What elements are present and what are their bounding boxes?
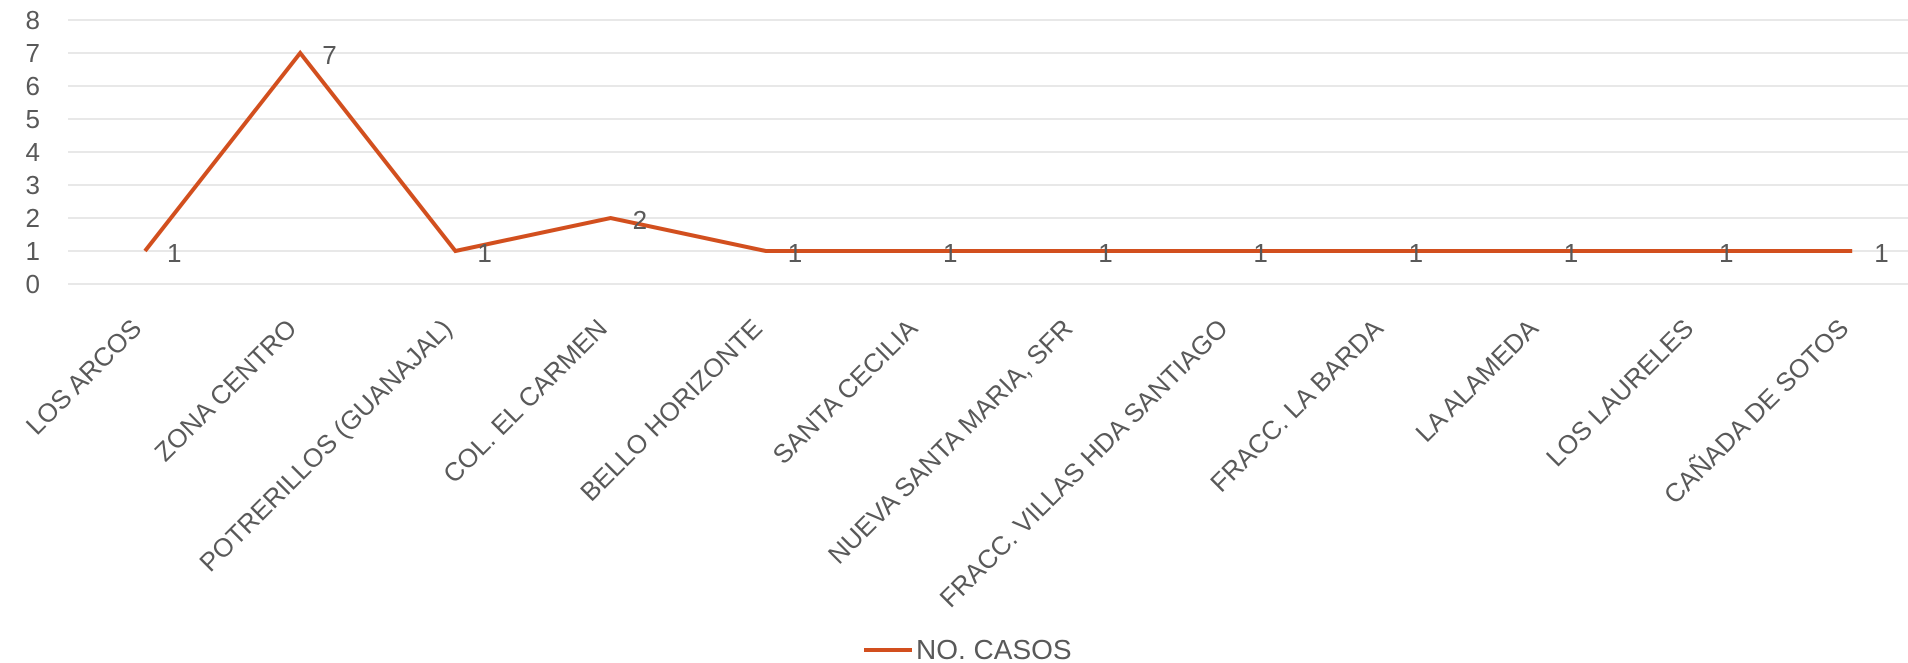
x-tick-label: LOS ARCOS bbox=[20, 313, 147, 440]
y-tick-label: 6 bbox=[26, 71, 40, 101]
series-layer: 1 7 1 2 1 1 1 1 1 1 1 1 bbox=[143, 40, 1889, 268]
x-tick-label: FRACC. LA BARDA bbox=[1204, 313, 1389, 498]
x-tick-label: NUEVA SANTA MARIA, SFR bbox=[822, 313, 1079, 570]
y-tick-label: 3 bbox=[26, 170, 40, 200]
legend-label: NO. CASOS bbox=[916, 634, 1072, 663]
x-tick-label: FRACC. VILLAS HDA SANTIAGO bbox=[934, 313, 1234, 613]
x-tick-label: LA ALAMEDA bbox=[1409, 313, 1544, 448]
legend: NO. CASOS bbox=[864, 634, 1072, 663]
data-label: 1 bbox=[167, 238, 181, 268]
data-label: 1 bbox=[1098, 238, 1112, 268]
data-label: 1 bbox=[1564, 238, 1578, 268]
data-label: 1 bbox=[1409, 238, 1423, 268]
data-label: 1 bbox=[1874, 238, 1888, 268]
x-tick-label: POTRERILLOS (GUANAJAL) bbox=[193, 313, 457, 577]
x-tick-label: LOS LAURELES bbox=[1540, 313, 1699, 472]
data-label: 1 bbox=[1253, 238, 1267, 268]
series-line bbox=[143, 49, 1853, 254]
y-tick-label: 5 bbox=[26, 104, 40, 134]
y-tick-label: 1 bbox=[26, 236, 40, 266]
data-label: 1 bbox=[943, 238, 957, 268]
gridlines bbox=[68, 19, 1908, 285]
x-tick-label: COL. EL CARMEN bbox=[437, 313, 613, 489]
x-tick-label: SANTA CECILIA bbox=[766, 313, 923, 470]
data-label: 1 bbox=[1719, 238, 1733, 268]
y-tick-label: 8 bbox=[26, 5, 40, 35]
y-tick-label: 7 bbox=[26, 38, 40, 68]
data-label: 2 bbox=[633, 205, 647, 235]
data-label: 1 bbox=[477, 238, 491, 268]
data-label: 7 bbox=[322, 40, 336, 70]
data-label: 1 bbox=[788, 238, 802, 268]
x-tick-label: ZONA CENTRO bbox=[148, 313, 302, 467]
y-tick-label: 4 bbox=[26, 137, 40, 167]
y-tick-label: 0 bbox=[26, 269, 40, 299]
y-tick-label: 2 bbox=[26, 203, 40, 233]
